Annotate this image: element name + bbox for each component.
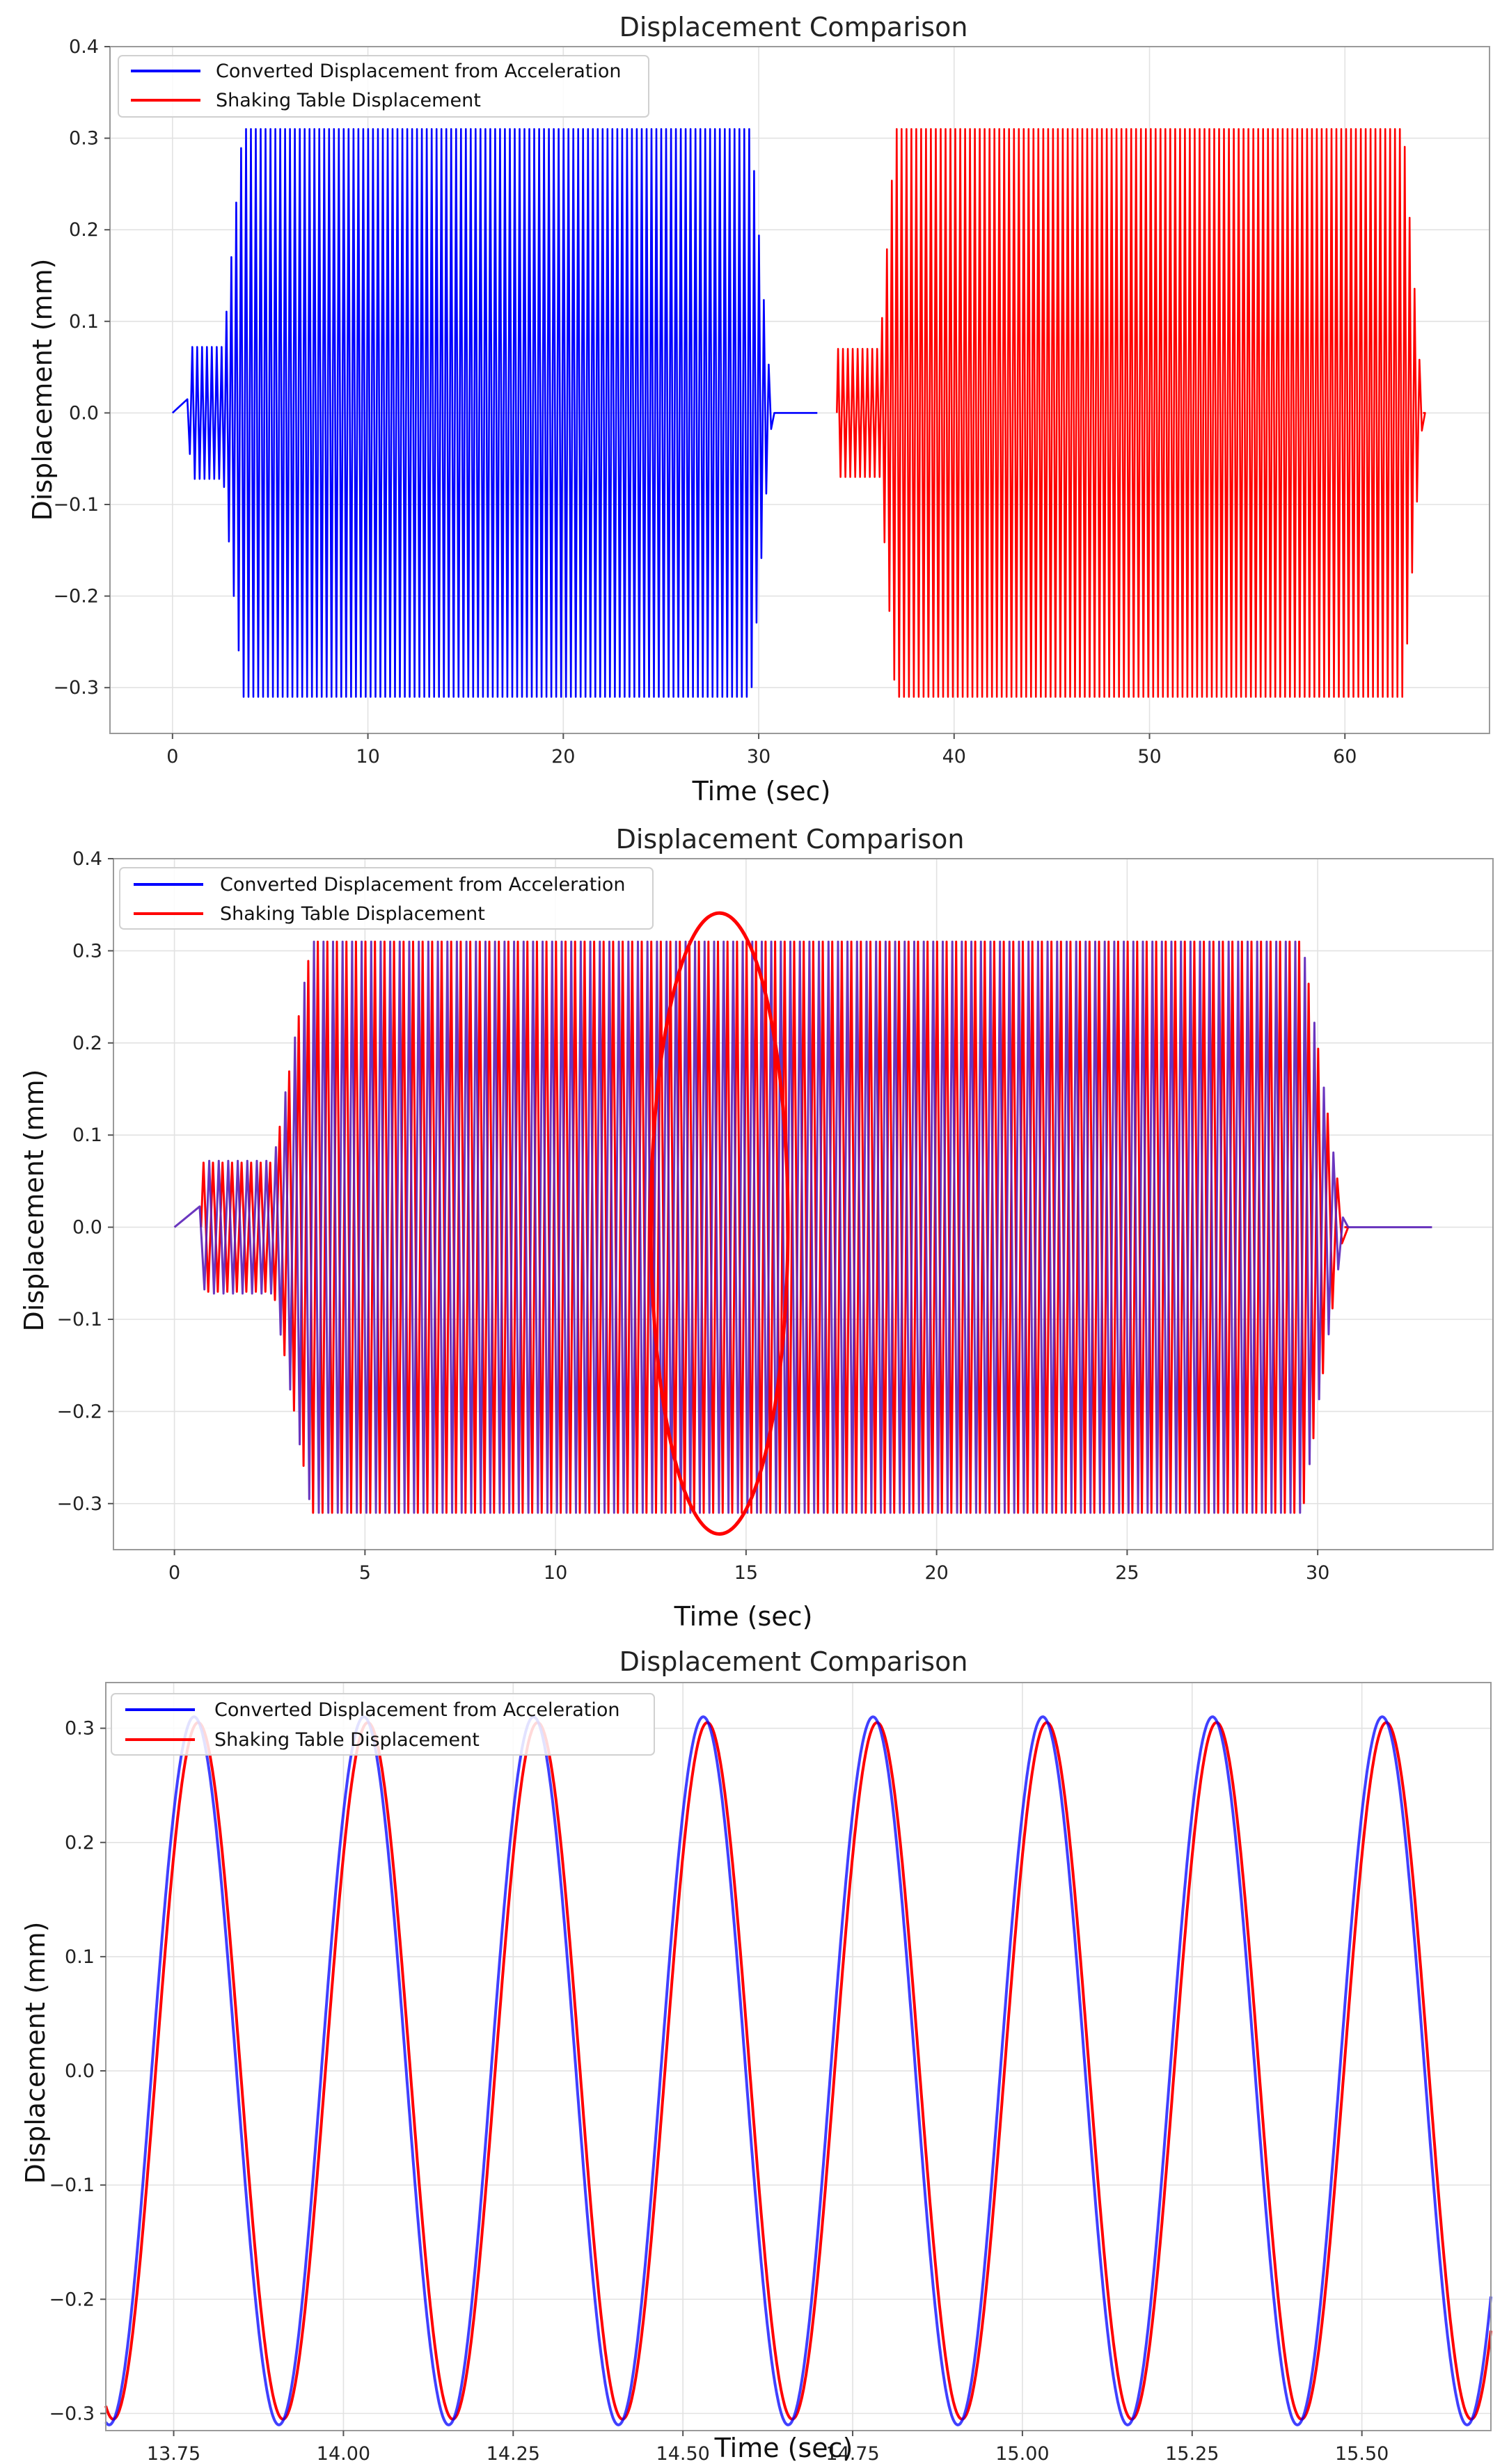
chart-2-legend-label-table: Shaking Table Displacement (220, 903, 485, 925)
chart-3-grid (106, 1683, 1491, 2431)
y-tick-label: −0.1 (53, 494, 99, 516)
y-tick-label: −0.1 (56, 1309, 102, 1330)
chart-3-legend-label-table: Shaking Table Displacement (214, 1729, 480, 1751)
x-tick-label: 25 (1115, 1562, 1139, 1584)
y-tick-label: 0.3 (72, 940, 102, 962)
chart-3-ticks: 13.75 14.00 14.25 14.50 14.75 15.00 15.25 15.50… (49, 1718, 1389, 2464)
x-tick-label: 20 (924, 1562, 948, 1584)
chart-1-svg: Displacement Comparison 0 10 20 30 40 50 60 −0.… (27, 12, 1490, 806)
series-line-converted (104, 1715, 1492, 2426)
y-tick-label: −0.2 (53, 586, 99, 607)
chart-3-ylabel: Displacement (mm) (20, 1922, 51, 2184)
chart-1-legend-box (118, 55, 649, 118)
x-tick-label: 14.75 (825, 2443, 879, 2464)
chart-2-legend-label-converted: Converted Displacement from Acceleration (220, 874, 625, 896)
y-tick-label: −0.3 (49, 2403, 95, 2424)
x-tick-label: 14.00 (317, 2443, 370, 2464)
x-tick-label: 40 (942, 746, 966, 768)
chart-1-marks (171, 128, 1426, 698)
y-tick-label: 0.1 (65, 1946, 95, 1968)
x-tick-label: 15.50 (1335, 2443, 1389, 2464)
chart-1-title: Displacement Comparison (619, 12, 968, 42)
series-line-table (836, 128, 1426, 698)
x-tick-label: 30 (747, 746, 771, 768)
chart-3-legend-box (111, 1693, 655, 1756)
y-tick-label: −0.2 (49, 2289, 95, 2310)
y-tick-label: 0.1 (72, 1124, 102, 1146)
chart-1-legend-label-table: Shaking Table Displacement (216, 90, 481, 111)
x-tick-label: 50 (1137, 746, 1161, 768)
y-tick-label: 0.1 (69, 311, 99, 333)
x-tick-label: 10 (356, 746, 379, 768)
y-tick-label: 0.3 (65, 1718, 95, 1740)
annotation-ellipse (649, 911, 790, 1536)
y-tick-label: 0.0 (72, 1217, 102, 1239)
series-line-converted (171, 128, 818, 698)
chart-2-ticks: 0 5 10 15 20 25 30 −0.3 −0.2 −0.1 0.0 0.1 0.2 0.3 0.4 (56, 848, 1329, 1584)
series-line-table (104, 1721, 1492, 2421)
chart-2-legend: Converted Displacement from Acceleration… (119, 867, 654, 930)
x-tick-label: 15.25 (1165, 2443, 1219, 2464)
chart-3-legend-label-converted: Converted Displacement from Acceleration (214, 1699, 619, 1721)
x-tick-label: 15 (734, 1562, 758, 1584)
chart-1-xlabel: Time (sec) (692, 776, 831, 806)
chart-2-frame (113, 858, 1494, 1550)
chart-1-legend-label-converted: Converted Displacement from Acceleration (216, 61, 621, 82)
chart-3-marks (104, 1715, 1492, 2426)
x-tick-label: 15.00 (995, 2443, 1049, 2464)
x-tick-label: 14.50 (656, 2443, 710, 2464)
y-tick-label: 0.2 (65, 1832, 95, 1854)
chart-1-ylabel: Displacement (mm) (27, 259, 58, 521)
x-tick-label: 10 (544, 1562, 567, 1584)
chart-3-legend: Converted Displacement from Acceleration… (111, 1693, 655, 1756)
chart-1-frame (109, 46, 1490, 734)
y-tick-label: 0.3 (69, 128, 99, 150)
y-tick-label: −0.2 (56, 1401, 102, 1422)
chart-2-xlabel: Time (sec) (674, 1601, 813, 1632)
y-tick-label: 0.2 (72, 1033, 102, 1054)
y-tick-label: 0.0 (69, 402, 99, 424)
x-tick-label: 0 (166, 746, 178, 768)
chart-2-marks (173, 911, 1432, 1536)
chart-3-xlabel: Time (sec) (714, 2433, 853, 2463)
x-tick-label: 20 (551, 746, 575, 768)
y-tick-label: −0.3 (56, 1493, 102, 1515)
chart-3-title: Displacement Comparison (619, 1646, 968, 1677)
y-tick-label: −0.3 (53, 677, 99, 699)
chart-2-title: Displacement Comparison (616, 824, 965, 855)
chart-2-ylabel: Displacement (mm) (19, 1070, 49, 1332)
y-tick-label: 0.2 (69, 219, 99, 241)
y-tick-label: 0.0 (65, 2060, 95, 2082)
chart-zoom-record: Displacement Comparison 13.75 14.00 14.25 1… (0, 1639, 1509, 2464)
chart-overlay-record: Displacement Comparison 0 5 10 15 20 25 30 −0.3… (0, 816, 1509, 1639)
series-line-converted (173, 940, 1432, 1514)
x-tick-label: 30 (1306, 1562, 1329, 1584)
y-tick-label: 0.4 (72, 848, 102, 870)
y-tick-label: 0.4 (69, 36, 99, 58)
chart-1-legend: Converted Displacement from Acceleration… (118, 55, 649, 118)
x-tick-label: 13.75 (147, 2443, 200, 2464)
x-tick-label: 60 (1333, 746, 1357, 768)
chart-2-svg: Displacement Comparison 0 5 10 15 20 25 30 −0.3… (19, 824, 1494, 1632)
x-tick-label: 0 (168, 1562, 180, 1584)
chart-2-legend-box (119, 867, 654, 930)
x-tick-label: 14.25 (487, 2443, 540, 2464)
y-tick-label: −0.1 (49, 2175, 95, 2196)
x-tick-label: 5 (359, 1562, 371, 1584)
chart-3-svg: Displacement Comparison 13.75 14.00 14.25 1… (20, 1646, 1492, 2464)
chart-full-record: Displacement Comparison 0 10 20 30 40 50 60 −0.… (0, 0, 1509, 816)
chart-1-ticks: 0 10 20 30 40 50 60 −0.3 −0.2 −0.1 0.0 0.1 0.2 0.3 0.4 (53, 36, 1357, 768)
chart-3-frame (105, 1682, 1492, 2431)
